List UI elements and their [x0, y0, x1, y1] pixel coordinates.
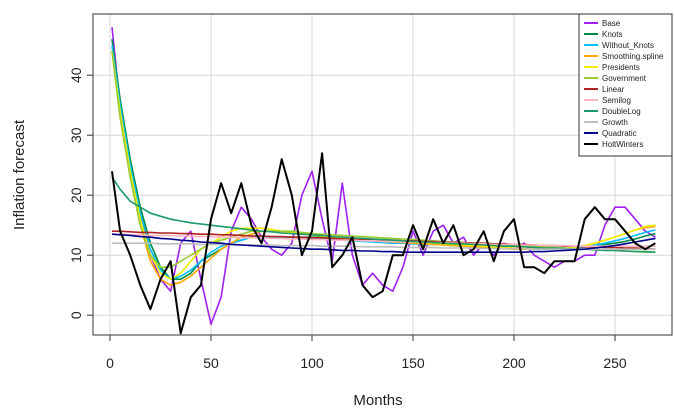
x-tick-label: 200 [502, 355, 526, 371]
y-tick-label: 40 [68, 67, 84, 83]
legend-label: DoubleLog [602, 107, 641, 116]
y-tick-label: 10 [68, 247, 84, 263]
legend-label: Growth [602, 118, 628, 127]
x-tick-label: 100 [300, 355, 324, 371]
x-axis-label: Months [353, 392, 402, 409]
legend-label: Semilog [602, 96, 631, 105]
series-line [111, 27, 656, 325]
legend-label: Base [602, 19, 621, 28]
x-tick-label: 250 [603, 355, 627, 371]
legend-label: HoltWinters [602, 140, 643, 149]
legend-label: Linear [602, 85, 625, 94]
y-tick-label: 30 [68, 127, 84, 143]
x-tick-label: 0 [106, 355, 114, 371]
series-line [111, 152, 656, 335]
y-tick-label: 0 [68, 311, 84, 319]
legend-label: Knots [602, 30, 622, 39]
y-axis-label: Inflation forecast [11, 119, 28, 230]
x-tick-label: 150 [401, 355, 425, 371]
plot-area [111, 27, 656, 335]
y-tick-label: 20 [68, 187, 84, 203]
legend-box [578, 13, 673, 157]
legend-label: Smoothing.spline [602, 52, 664, 61]
plot-frame [92, 13, 673, 336]
legend-label: Presidents [602, 63, 640, 72]
legend-label: Quadratic [602, 129, 637, 138]
legend-label: Without_Knots [602, 41, 654, 50]
series-line [112, 233, 656, 247]
legend-label: Government [602, 74, 647, 83]
series-line [112, 242, 656, 250]
x-tick-label: 50 [203, 355, 219, 371]
series-line [111, 51, 656, 268]
series-line [111, 233, 656, 253]
